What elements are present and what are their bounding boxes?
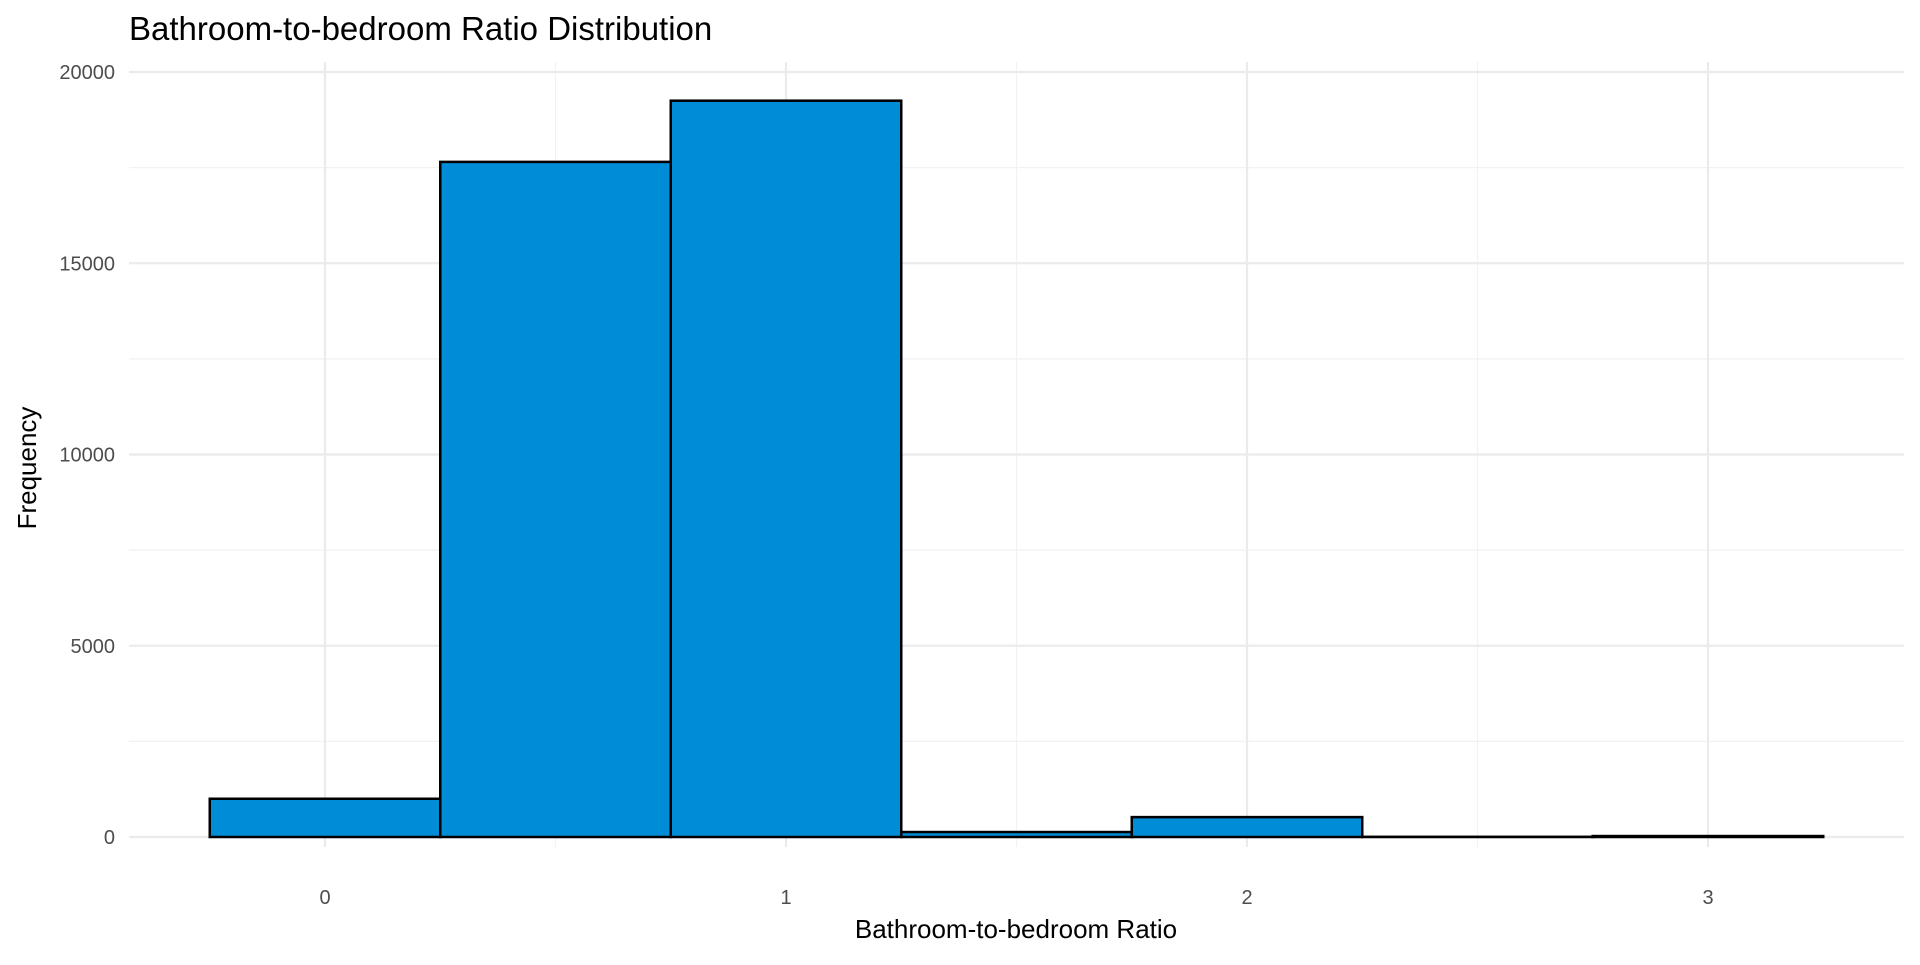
chart-title: Bathroom-to-bedroom Ratio Distribution <box>129 10 712 47</box>
y-tick-label: 15000 <box>59 253 115 275</box>
x-tick-label: 2 <box>1241 887 1252 909</box>
y-axis-title: Frequency <box>12 407 42 530</box>
histogram-bar <box>440 162 671 837</box>
y-tick-label: 20000 <box>59 62 115 84</box>
x-tick-label: 1 <box>780 887 791 909</box>
histogram-bar <box>1132 817 1363 837</box>
y-tick-label: 5000 <box>71 636 116 658</box>
x-tick-label: 3 <box>1702 887 1713 909</box>
y-tick-label: 0 <box>104 827 115 849</box>
x-axis-title: Bathroom-to-bedroom Ratio <box>855 914 1177 944</box>
histogram-bar <box>210 799 441 837</box>
x-tick-label: 0 <box>319 887 330 909</box>
histogram-bar <box>1593 836 1824 837</box>
histogram-bar <box>671 101 902 837</box>
y-tick-label: 10000 <box>59 445 115 467</box>
histogram-bar <box>901 832 1132 837</box>
